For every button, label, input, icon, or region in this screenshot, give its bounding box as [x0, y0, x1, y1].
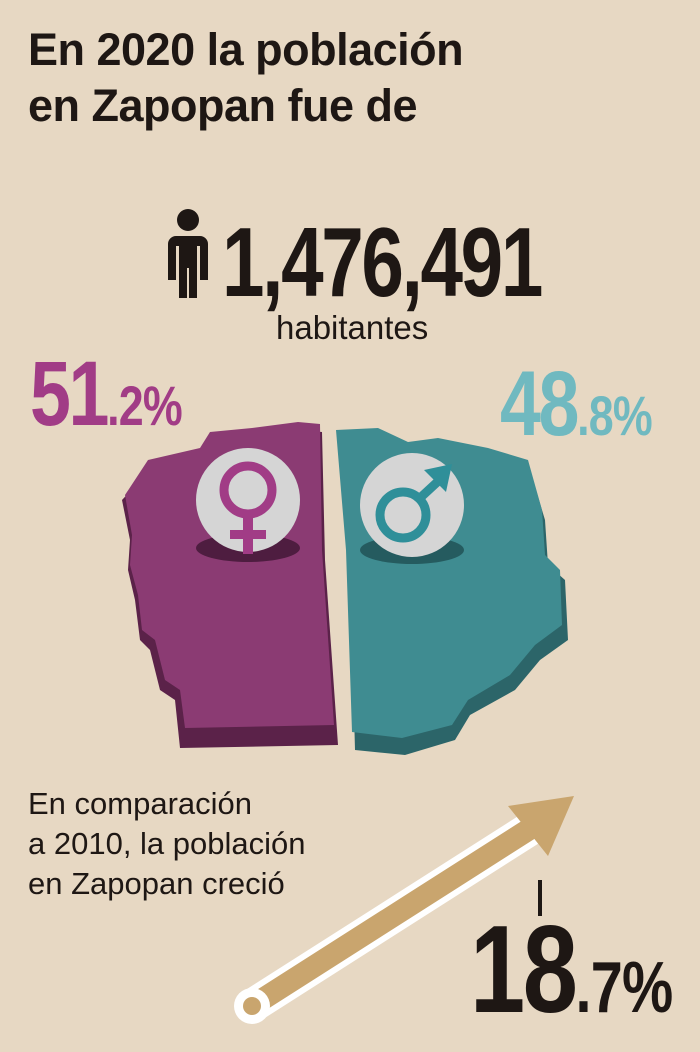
page-title: En 2020 la población en Zapopan fue de: [28, 22, 688, 134]
comparison-line-3: en Zapopan creció: [28, 866, 285, 901]
comparison-line-1: En comparación: [28, 786, 253, 821]
growth-pct-int: 18: [470, 901, 578, 1039]
male-percentage: 48.8%: [500, 358, 653, 450]
male-symbol-icon: [360, 453, 464, 564]
growth-arrow-icon: [234, 796, 574, 1024]
population-unit: habitantes: [276, 309, 429, 346]
population-total: 1,476,491: [222, 207, 543, 317]
growth-tick-mark: [538, 880, 542, 916]
growth-pct-dec: .7%: [575, 948, 674, 1028]
comparison-text: En comparación a 2010, la población en Z…: [28, 784, 358, 904]
growth-percentage: 18.7%: [470, 908, 674, 1032]
female-pct-int: 51: [30, 343, 109, 445]
title-line-2: en Zapopan fue de: [28, 80, 418, 131]
male-pct-dec: .8%: [577, 384, 653, 447]
female-pct-dec: .2%: [107, 374, 183, 437]
title-line-1: En 2020 la población: [28, 24, 464, 75]
male-pct-int: 48: [500, 353, 579, 455]
person-icon: [168, 209, 208, 298]
total-population: 1,476,491: [222, 207, 631, 317]
female-percentage: 51.2%: [30, 348, 183, 440]
comparison-line-2: a 2010, la población: [28, 826, 306, 861]
female-symbol-icon: [196, 448, 300, 562]
